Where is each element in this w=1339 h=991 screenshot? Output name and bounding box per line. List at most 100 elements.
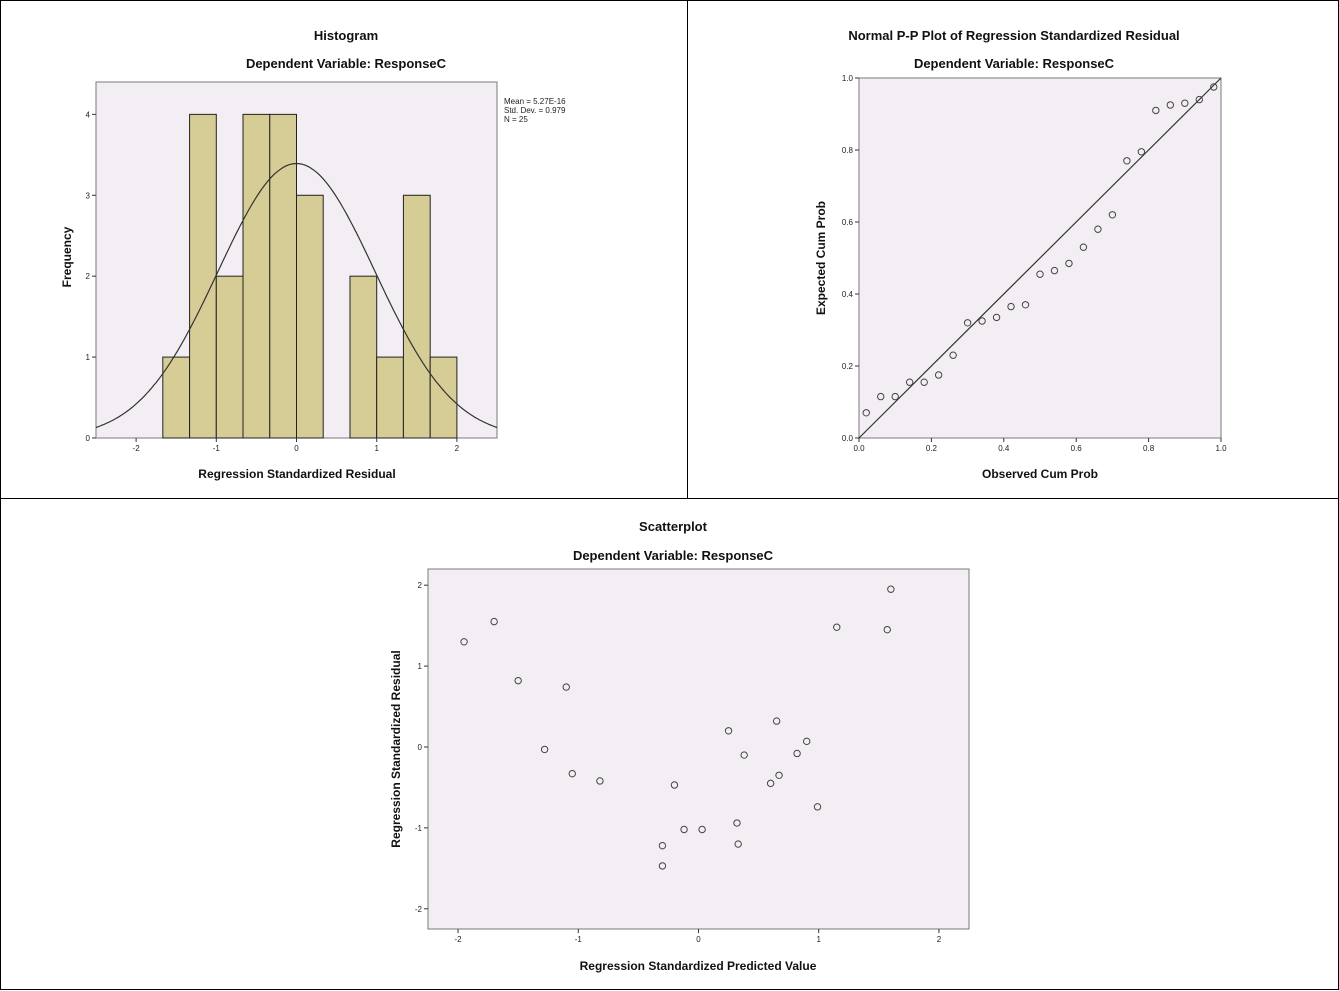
scatterplot-subtitle: Dependent Variable: ResponseC xyxy=(573,548,774,563)
histogram-y-tick-label: 2 xyxy=(86,272,91,281)
histogram-bar xyxy=(215,275,244,439)
scatterplot-title: Scatterplot xyxy=(639,519,708,534)
histogram-normal-curve xyxy=(95,162,498,429)
pp-plot-subtitle: Dependent Variable: ResponseC xyxy=(914,56,1115,71)
scatterplot-point xyxy=(887,585,895,593)
pp-plot-x-tick-label: 0.0 xyxy=(853,444,865,453)
scatterplot-panel: Scatterplot Dependent Variable: Response… xyxy=(1,499,1339,991)
scatterplot-point xyxy=(772,717,781,725)
pp-plot-y-tick-label: 1.0 xyxy=(842,74,854,83)
pp-plot-reference-line xyxy=(858,77,1222,439)
histogram-bar xyxy=(376,356,404,439)
pp-plot-point xyxy=(905,378,914,386)
scatterplot-x-tick-label: -1 xyxy=(575,935,583,944)
scatterplot-point xyxy=(793,749,801,758)
histogram-bar xyxy=(429,356,458,439)
scatterplot-point xyxy=(698,825,706,834)
pp-plot-point xyxy=(1007,302,1015,311)
pp-plot-point xyxy=(920,378,928,386)
histogram-bar xyxy=(269,113,297,439)
pp-plot-point xyxy=(1195,95,1203,104)
scatterplot-y-axis-label: Regression Standardized Residual xyxy=(389,650,403,847)
histogram-x-tick-label: 0 xyxy=(294,444,299,453)
scatterplot-plot-area xyxy=(427,568,970,930)
scatterplot-x-tick-label: 2 xyxy=(937,935,942,944)
scatterplot-point xyxy=(740,751,748,759)
histogram-bar xyxy=(162,356,191,439)
scatterplot-point xyxy=(883,625,891,634)
histogram-bar xyxy=(402,194,431,439)
histogram-y-tick-label: 4 xyxy=(86,110,91,119)
scatterplot-point xyxy=(833,623,841,631)
histogram-stat-n: N = 25 xyxy=(504,115,528,124)
pp-plot-x-tick-label: 1.0 xyxy=(1215,444,1227,453)
histogram-x-tick-label: 2 xyxy=(455,444,460,453)
scatterplot-point xyxy=(568,769,576,778)
scatterplot-point xyxy=(658,841,667,850)
histogram-y-tick-label: 0 xyxy=(86,434,91,443)
pp-plot-title: Normal P-P Plot of Regression Standardiz… xyxy=(848,28,1179,43)
pp-plot-y-tick-label: 0.6 xyxy=(842,218,854,227)
scatterplot-point xyxy=(562,683,570,691)
scatterplot-point xyxy=(724,727,733,735)
scatterplot-point xyxy=(490,617,498,626)
histogram-title: Histogram xyxy=(314,28,378,43)
pp-plot-point xyxy=(1094,225,1102,233)
pp-plot-x-tick-label: 0.8 xyxy=(1143,444,1155,453)
pp-plot-point xyxy=(1065,259,1073,268)
histogram-chart: Histogram Dependent Variable: ResponseC … xyxy=(60,28,566,481)
scatterplot-x-axis-label: Regression Standardized Predicted Value xyxy=(580,959,817,973)
histogram-subtitle: Dependent Variable: ResponseC xyxy=(246,56,447,71)
scatterplot-y-tick-label: -1 xyxy=(415,824,423,833)
pp-plot-point xyxy=(949,351,957,359)
scatterplot-point xyxy=(803,737,811,746)
scatterplot-point xyxy=(658,862,667,870)
pp-plot-point xyxy=(1050,266,1059,275)
scatterplot-y-tick-label: 1 xyxy=(418,662,423,671)
scatterplot-point xyxy=(734,840,742,848)
pp-plot-point xyxy=(1210,83,1218,91)
scatterplot-point xyxy=(680,825,688,834)
histogram-stat-mean: Mean = 5.27E-16 xyxy=(504,97,566,106)
scatterplot-y-tick-label: 2 xyxy=(418,581,423,590)
pp-plot-point xyxy=(891,392,899,401)
pp-plot-point xyxy=(1137,148,1146,156)
pp-plot-point xyxy=(1021,301,1030,309)
pp-plot-x-tick-label: 0.6 xyxy=(1071,444,1083,453)
pp-plot-x-tick-label: 0.4 xyxy=(998,444,1010,453)
scatterplot-point xyxy=(766,779,775,788)
pp-plot-y-axis-label: Expected Cum Prob xyxy=(814,201,828,315)
pp-plot-point xyxy=(934,371,943,379)
pp-plot-point xyxy=(1036,270,1044,278)
histogram-x-tick-label: 1 xyxy=(374,444,379,453)
pp-plot-y-tick-label: 0.8 xyxy=(842,146,854,155)
pp-plot-panel: Normal P-P Plot of Regression Standardiz… xyxy=(688,1,1339,499)
pp-plot-point xyxy=(1152,106,1160,115)
pp-plot-point xyxy=(1108,211,1117,219)
scatterplot-point xyxy=(670,781,679,789)
pp-plot-point xyxy=(862,409,870,417)
pp-plot-point xyxy=(963,319,972,327)
histogram-bar xyxy=(242,113,271,439)
histogram-x-axis-label: Regression Standardized Residual xyxy=(198,467,395,481)
histogram-stat-sd: Std. Dev. = 0.979 xyxy=(504,106,566,115)
pp-plot-y-tick-label: 0.0 xyxy=(842,434,854,443)
pp-plot-point xyxy=(1079,243,1088,251)
pp-plot-point xyxy=(978,317,986,325)
pp-plot-point xyxy=(877,392,885,401)
histogram-bar xyxy=(189,113,217,439)
pp-plot-point xyxy=(1123,157,1131,165)
histogram-bar xyxy=(349,275,378,439)
histogram-y-axis-label: Frequency xyxy=(60,226,74,287)
scatterplot-x-tick-label: -2 xyxy=(454,935,462,944)
scatterplot-y-tick-label: 0 xyxy=(418,743,423,752)
scatterplot-x-tick-label: 1 xyxy=(816,935,821,944)
histogram-x-tick-label: -2 xyxy=(133,444,141,453)
pp-plot-x-axis-label: Observed Cum Prob xyxy=(982,467,1098,481)
pp-plot-chart: Normal P-P Plot of Regression Standardiz… xyxy=(814,28,1227,481)
scatterplot-y-tick-label: -2 xyxy=(415,905,423,914)
pp-plot-x-tick-label: 0.2 xyxy=(926,444,938,453)
scatterplot-point xyxy=(514,676,522,685)
scatterplot-point xyxy=(540,745,549,754)
